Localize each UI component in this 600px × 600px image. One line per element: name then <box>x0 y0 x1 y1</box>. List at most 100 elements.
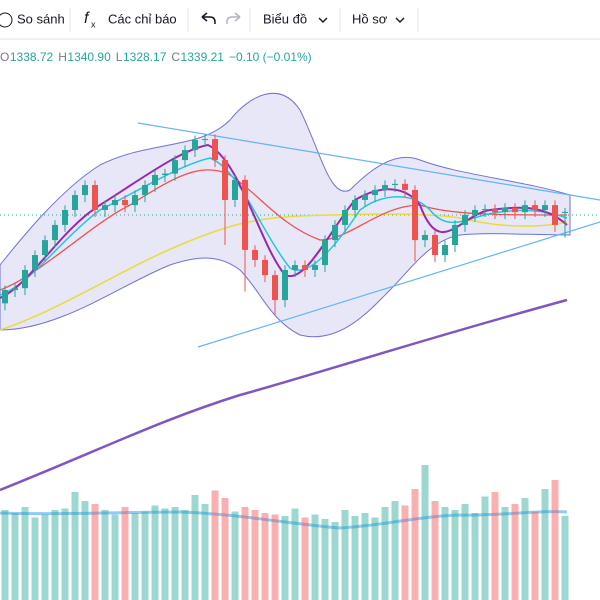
candle-body <box>432 234 438 256</box>
moving-average <box>0 213 568 331</box>
candle-body <box>292 265 298 270</box>
profile-menu[interactable]: Hồ sơ <box>352 11 405 26</box>
candle-body <box>192 140 198 151</box>
candle-body <box>412 189 418 241</box>
indicators-button[interactable]: f x Các chỉ báo <box>84 10 177 29</box>
ohlc-legend: O 1338.72 H 1340.90 L 1328.17 C 1339.21 −0.10 (−… <box>0 50 312 64</box>
volume-bar <box>431 501 439 600</box>
volume-bar <box>261 513 269 600</box>
volume-bar <box>551 480 559 600</box>
candle-body <box>282 269 288 301</box>
volume-bar <box>71 492 79 600</box>
legend-change: −0.10 (−0.01%) <box>229 50 312 64</box>
legend-value: 1339.21 <box>181 50 225 64</box>
moving-average <box>0 143 568 299</box>
legend-value: 1340.90 <box>67 50 111 64</box>
candle-body <box>72 195 78 210</box>
legend-key: O <box>0 50 9 64</box>
candle-body <box>272 275 278 301</box>
volume-bar <box>501 507 509 600</box>
candle-body <box>202 139 208 141</box>
volume-bar <box>191 495 199 600</box>
volume-bar <box>241 507 249 600</box>
candle-body <box>522 205 528 213</box>
volume-bar <box>131 513 139 600</box>
candle-body <box>212 139 218 161</box>
chart-menu[interactable]: Biểu đồ <box>263 11 328 26</box>
candle-body <box>42 240 48 256</box>
candle-body <box>262 259 268 276</box>
compare-button[interactable]: So sánh <box>0 11 65 28</box>
volume-bar <box>361 513 369 600</box>
candle-body <box>482 209 488 211</box>
volume-bar <box>51 510 59 600</box>
candle-body <box>402 183 408 190</box>
candle-body <box>362 195 368 200</box>
volume-bar <box>521 498 529 600</box>
volume-bar <box>511 504 519 600</box>
toolbar: So sánh f x Các chỉ báo Biểu đồ Hồ sơ <box>0 8 600 40</box>
candle-body <box>122 199 128 206</box>
moving-average <box>0 169 568 291</box>
indicator-overlays <box>0 92 600 530</box>
price-series <box>2 134 568 315</box>
volume-bar <box>81 501 89 600</box>
candle-body <box>472 210 478 215</box>
chevron <box>395 17 405 23</box>
volume-bar <box>291 508 299 600</box>
volume-bar <box>61 508 69 600</box>
volume-moving-average <box>0 510 568 530</box>
candle-body <box>322 240 328 266</box>
candle-body <box>82 185 88 196</box>
volume-bar <box>211 490 219 600</box>
redo-button[interactable] <box>226 12 241 24</box>
volume-bar <box>341 510 349 600</box>
candle-body <box>52 224 58 241</box>
candle-body <box>422 234 428 241</box>
trend-line <box>197 221 600 348</box>
candle-body <box>22 269 28 289</box>
candle-body <box>252 249 258 260</box>
candle-body <box>102 205 108 210</box>
volume-bar <box>221 498 229 600</box>
candle-body <box>172 160 178 174</box>
candle-body <box>312 265 318 270</box>
volume-bar <box>311 514 319 600</box>
volume-bar <box>201 504 209 600</box>
volume-series <box>1 465 569 600</box>
candle-body <box>442 245 448 256</box>
candle-body <box>502 207 508 213</box>
volume-bar <box>481 496 489 600</box>
volume-bar <box>11 513 19 600</box>
undo-button[interactable] <box>201 12 216 24</box>
volume-bar <box>251 510 259 600</box>
candle-body <box>372 189 378 196</box>
candle-body <box>12 288 18 291</box>
legend-key: C <box>171 50 180 64</box>
volume-bar <box>401 505 409 600</box>
candle-body <box>562 211 568 213</box>
candle-body <box>32 255 38 270</box>
volume-bar <box>331 522 339 600</box>
volume-bar <box>171 507 179 600</box>
volume-bar <box>321 519 329 600</box>
volume-bar <box>151 505 159 600</box>
indicators-label: Các chỉ báo <box>108 11 177 26</box>
candle-body <box>182 150 188 161</box>
candle-body <box>382 185 388 190</box>
volume-bar <box>441 507 449 600</box>
volume-bar <box>161 508 169 600</box>
candle-body <box>492 209 498 213</box>
volume-bar <box>31 517 39 600</box>
volume-bar <box>411 489 419 600</box>
volume-bar <box>41 514 49 600</box>
candle-body <box>62 210 68 225</box>
volume-bar <box>111 514 119 600</box>
candle-body <box>112 199 118 206</box>
volume-bar <box>1 510 9 600</box>
candle-body <box>552 205 558 225</box>
fx-icon-sub: x <box>91 19 96 29</box>
volume-bar <box>231 511 239 600</box>
candle-body <box>452 224 458 245</box>
